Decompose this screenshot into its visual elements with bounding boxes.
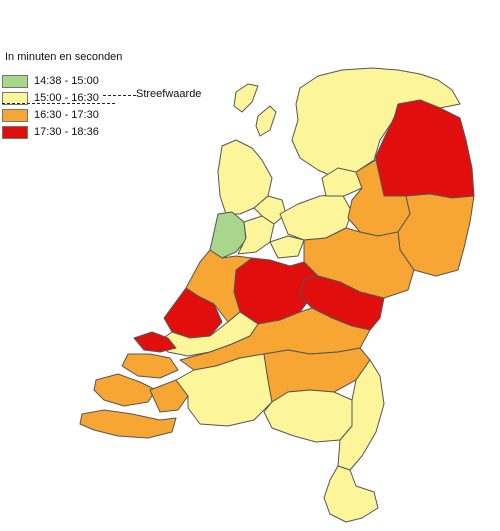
legend-swatch <box>2 75 28 88</box>
region-kennemerland[interactable] <box>209 211 247 259</box>
legend-swatch <box>2 92 28 105</box>
region-limburg-zuid[interactable] <box>323 465 379 523</box>
region-zeeland-1[interactable] <box>121 353 179 379</box>
legend-swatch <box>2 109 28 122</box>
legend-item: 14:38 - 15:00 <box>2 75 222 90</box>
region-gelderland-zuid[interactable] <box>299 275 385 331</box>
region-voorne-putten[interactable] <box>133 331 177 353</box>
legend-label: 16:30 - 17:30 <box>34 109 99 121</box>
target-label: Streefwaarde <box>136 88 202 100</box>
region-zeeland-4[interactable] <box>149 379 189 413</box>
legend-item: 17:30 - 18:36 <box>2 126 222 141</box>
legend-swatch <box>2 126 28 139</box>
region-zeeland-2[interactable] <box>93 373 157 407</box>
region-wadden-2[interactable] <box>255 105 277 137</box>
legend-item: 15:00 - 16:30 <box>2 92 222 107</box>
region-zeeland-3[interactable] <box>79 409 177 439</box>
legend-label: 17:30 - 18:36 <box>34 126 99 138</box>
region-flevoland[interactable] <box>279 193 353 241</box>
legend-label: 14:38 - 15:00 <box>34 75 99 87</box>
legend: In minuten en seconden 14:38 - 15:00 15:… <box>0 0 230 150</box>
legend-label: 15:00 - 16:30 <box>34 92 99 104</box>
legend-title: In minuten en seconden <box>5 51 123 63</box>
legend-item: 16:30 - 17:30 <box>2 109 222 124</box>
region-limburg-noord[interactable] <box>337 359 385 471</box>
region-gooi[interactable] <box>269 235 305 259</box>
target-line <box>2 103 115 104</box>
region-wadden-1[interactable] <box>233 83 259 113</box>
target-line-connector <box>103 95 136 96</box>
